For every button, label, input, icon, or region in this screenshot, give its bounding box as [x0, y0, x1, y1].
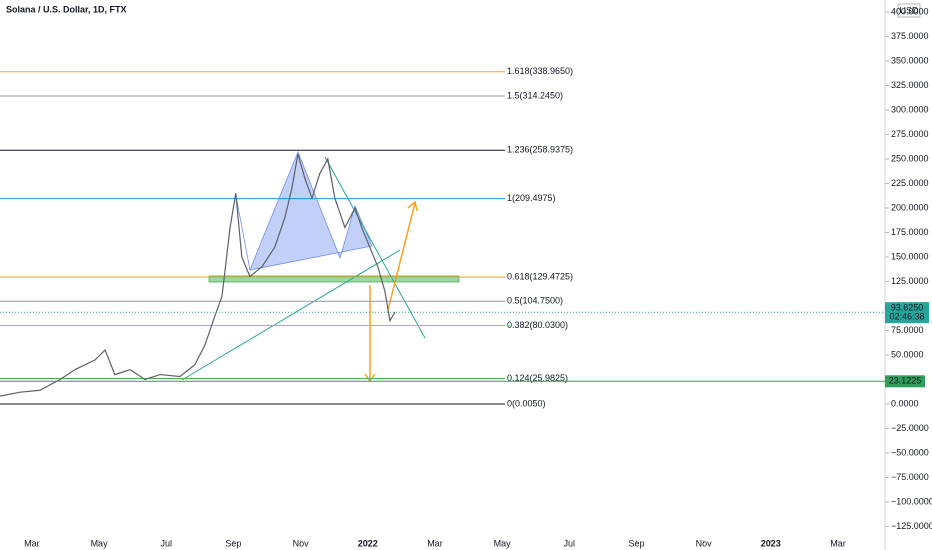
- y-tick-label: 325.0000: [891, 80, 929, 90]
- x-tick-label: Sep: [225, 538, 241, 548]
- fib-label: 0.124(25.9825): [507, 373, 568, 383]
- arrow-head: [407, 200, 418, 212]
- y-tick-label: 400.0000: [891, 6, 929, 16]
- fib-label: 0.618(129.4725): [507, 271, 573, 281]
- y-tick-label: 275.0000: [891, 129, 929, 139]
- y-tick-label: 175.0000: [891, 227, 929, 237]
- y-tick-label: 250.0000: [891, 153, 929, 163]
- level-label: 23.1225: [889, 376, 922, 386]
- fib-label: 0.382(80.0300): [507, 320, 568, 330]
- fib-label: 1(209.4975): [507, 193, 556, 203]
- x-tick-label: Mar: [24, 538, 40, 548]
- x-tick-label: Mar: [427, 538, 443, 548]
- x-tick-label: Jul: [160, 538, 172, 548]
- trend-line: [324, 156, 426, 339]
- y-tick-label: 125.0000: [891, 276, 929, 286]
- countdown: 02:46:38: [889, 312, 924, 322]
- x-tick-label: Nov: [293, 538, 310, 548]
- y-tick-label: −75.0000: [891, 472, 929, 482]
- y-tick-label: −125.0000: [891, 521, 932, 531]
- fib-label: 1.5(314.2450): [507, 90, 563, 100]
- y-tick-label: 375.0000: [891, 31, 929, 41]
- price-line: [0, 153, 396, 397]
- last-price-box: [885, 302, 929, 324]
- fib-label: 1.236(258.9375): [507, 145, 573, 155]
- x-tick-label: 2023: [761, 538, 781, 548]
- last-price-label: 93.6250: [891, 303, 924, 313]
- y-tick-label: 150.0000: [891, 251, 929, 261]
- x-tick-label: Sep: [628, 538, 644, 548]
- currency-box: [897, 3, 921, 18]
- y-tick-label: 75.0000: [891, 325, 924, 335]
- pattern-shape: [235, 150, 373, 272]
- chart-title: Solana / U.S. Dollar, 1D, FTX: [6, 4, 127, 14]
- x-tick-label: Jul: [564, 538, 576, 548]
- x-tick-label: May: [494, 538, 512, 548]
- x-tick-label: Nov: [696, 538, 713, 548]
- y-tick-label: −100.0000: [891, 496, 932, 506]
- trend-line: [181, 249, 401, 381]
- fib-label: 0.5(104.7500): [507, 296, 563, 306]
- currency: USD: [899, 5, 919, 15]
- y-tick-label: 225.0000: [891, 178, 929, 188]
- y-tick-label: 350.0000: [891, 55, 929, 65]
- x-tick-label: Mar: [830, 538, 846, 548]
- fib-label: 1.618(338.9650): [507, 66, 573, 76]
- y-tick-label: 200.0000: [891, 202, 929, 212]
- y-tick-label: −50.0000: [891, 447, 929, 457]
- fib-label: 0(0.0050): [507, 398, 546, 408]
- zone-box: [208, 275, 460, 283]
- y-tick-label: 300.0000: [891, 104, 929, 114]
- arrow: [387, 202, 416, 311]
- y-tick-label: −25.0000: [891, 423, 929, 433]
- x-tick-label: 2022: [358, 538, 378, 548]
- x-tick-label: May: [91, 538, 109, 548]
- level-box: [885, 375, 925, 388]
- y-tick-label: 50.0000: [891, 349, 924, 359]
- y-tick-label: 0.0000: [891, 398, 919, 408]
